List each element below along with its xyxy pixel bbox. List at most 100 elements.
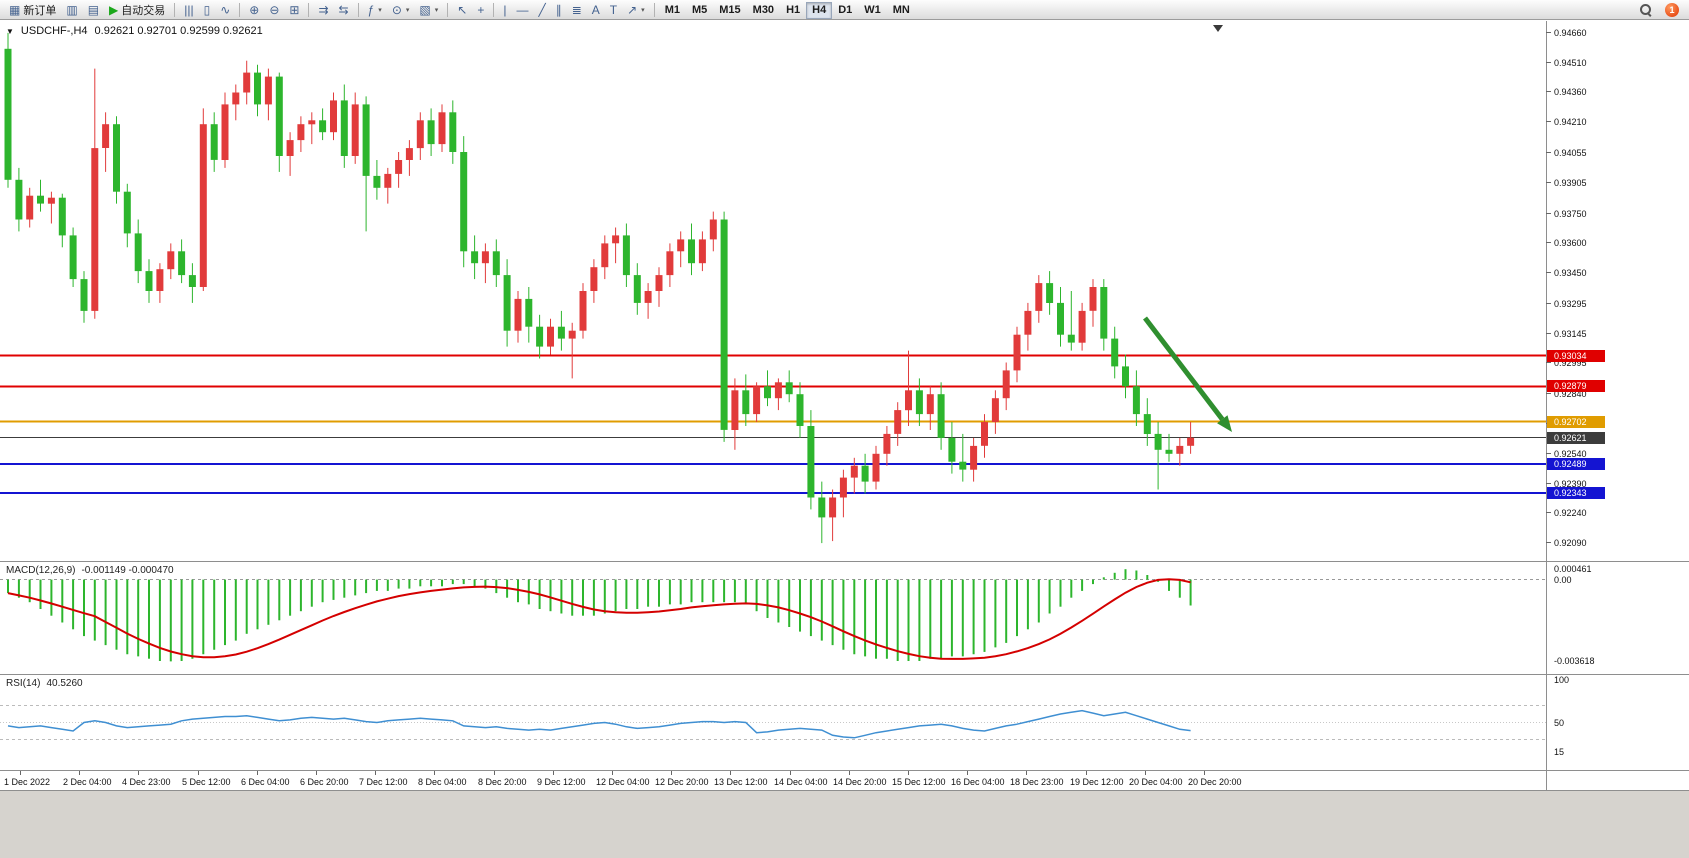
profiles-button[interactable]: ▤: [83, 1, 104, 18]
autotrading-button[interactable]: ▶ 自动交易: [104, 1, 170, 18]
macd-name: MACD(12,26,9): [6, 565, 76, 576]
timeframe-m15-button[interactable]: M15: [713, 2, 746, 19]
bar-chart-button[interactable]: |||: [179, 1, 198, 18]
text-button[interactable]: A: [587, 1, 605, 18]
cursor-button[interactable]: ↖: [452, 1, 472, 18]
search-button[interactable]: [1634, 1, 1657, 18]
periods-icon: ⊙: [391, 2, 402, 17]
price-tick: 0.94510: [1546, 58, 1587, 68]
price-level-tag: 0.93034: [1547, 350, 1605, 362]
time-label: 20 Dec 20:00: [1188, 777, 1242, 787]
zoom-out-icon: ⊖: [269, 2, 280, 17]
time-label: 8 Dec 20:00: [478, 777, 527, 787]
time-tick: [494, 771, 495, 775]
time-scale[interactable]: 1 Dec 2022 2 Dec 04:00 4 Dec 23:00 5 Dec 12…: [0, 771, 1689, 790]
chart-window-icon: ▥: [66, 2, 78, 17]
timeframe-m1-button[interactable]: M1: [659, 2, 686, 19]
auto-scroll-button[interactable]: ⇉: [313, 1, 333, 18]
tile-windows-button[interactable]: ⊞: [284, 1, 304, 18]
horizontal-line-button[interactable]: —: [511, 1, 533, 18]
text-label-icon: T: [609, 2, 618, 17]
new-order-button[interactable]: ▦ 新订单: [4, 1, 61, 18]
toolbar-buttons: ▦ 新订单 ▥ ▤ ▶ 自动交易 ||| ▯ ∿ ⊕ ⊖ ⊞ ⇉ ⇆ ƒ ▾ ⊙ ▾ ▧ ▾ ↖ + | — ╱ ∥ ≣ A T ↗ ▾ M1…: [4, 0, 916, 19]
rsi-panel-divider[interactable]: [0, 674, 1689, 675]
price-tick: 0.93750: [1546, 209, 1587, 219]
zoom-in-icon: ⊕: [249, 2, 260, 17]
price-tick: 0.94660: [1546, 28, 1587, 38]
time-tick: [790, 771, 791, 775]
time-tick: [553, 771, 554, 775]
zoom-in-button[interactable]: ⊕: [244, 1, 264, 18]
time-tick: [612, 771, 613, 775]
timeframe-mn-button[interactable]: MN: [887, 2, 916, 19]
chart-shift-button[interactable]: ⇆: [334, 1, 354, 18]
time-tick: [1086, 771, 1087, 775]
timeframe-m5-button-label: M5: [691, 4, 708, 17]
timeframe-m30-button-label: M30: [752, 4, 775, 17]
text-icon: A: [591, 2, 600, 17]
scroll-group: ⇉ ⇆: [313, 1, 353, 19]
bar-chart-icon: |||: [184, 2, 194, 17]
trendline-button[interactable]: ╱: [533, 1, 550, 18]
time-label: 6 Dec 20:00: [300, 777, 349, 787]
periods-button[interactable]: ⊙ ▾: [387, 1, 415, 18]
time-tick: [1145, 771, 1146, 775]
time-label: 12 Dec 04:00: [596, 777, 650, 787]
timeframe-w1-button-label: W1: [864, 4, 881, 17]
fibonacci-button[interactable]: ≣: [567, 1, 587, 18]
time-tick: [849, 771, 850, 775]
dropdown-arrow-icon: ▾: [641, 6, 645, 14]
macd-scale-label: 0.000461: [1554, 564, 1592, 574]
dropdown-arrow-icon: ▾: [378, 6, 382, 14]
timeframe-h4-button-label: H4: [812, 4, 827, 17]
rsi-scale-label: 100: [1554, 675, 1570, 685]
chart-type-group: ||| ▯ ∿: [179, 1, 235, 19]
time-label: 14 Dec 20:00: [833, 777, 887, 787]
timeframe-d1-button[interactable]: D1: [832, 2, 858, 19]
current-price-tag: 0.92621: [1547, 432, 1605, 444]
text-label-button[interactable]: T: [605, 1, 622, 18]
crosshair-button[interactable]: +: [472, 1, 489, 18]
time-label: 4 Dec 23:00: [122, 777, 171, 787]
macd-values: -0.001149 -0.000470: [81, 565, 174, 576]
macd-panel-divider[interactable]: [0, 561, 1689, 562]
timeframe-m15-button-label: M15: [719, 4, 741, 17]
price-tick: 0.93145: [1546, 329, 1587, 339]
macd-panel[interactable]: [0, 562, 1546, 674]
chart-menu-icon[interactable]: ▼: [6, 26, 14, 36]
window-background: [0, 791, 1689, 858]
timeframe-h4-button[interactable]: H4: [806, 1, 833, 19]
line-chart-button[interactable]: ∿: [215, 1, 235, 18]
time-tick: [257, 771, 258, 775]
time-label: 15 Dec 12:00: [892, 777, 946, 787]
indicators-button[interactable]: ƒ ▾: [363, 1, 387, 18]
auto-scroll-icon: ⇉: [318, 2, 329, 17]
notification-badge[interactable]: 1: [1665, 2, 1679, 17]
templates-icon: ▧: [419, 2, 431, 17]
time-label: 9 Dec 12:00: [537, 777, 586, 787]
symbol-label: USDCHF-,H4: [20, 25, 88, 37]
indicators-icon: ƒ: [367, 2, 375, 17]
timeframe-mn-button-label: MN: [892, 4, 910, 17]
candlestick-chart[interactable]: [0, 21, 1546, 561]
templates-button[interactable]: ▧ ▾: [414, 1, 443, 18]
price-scale[interactable]: 0.94660 0.94510 0.94360 0.94210 0.94055 0.939…: [1546, 21, 1689, 790]
time-label: 16 Dec 04:00: [951, 777, 1005, 787]
rsi-panel[interactable]: [0, 675, 1546, 770]
vertical-line-icon: |: [503, 2, 507, 17]
price-level-tag: 0.92489: [1547, 458, 1605, 470]
zoom-out-button[interactable]: ⊖: [264, 1, 284, 18]
timeframe-m30-button[interactable]: M30: [747, 2, 780, 19]
chart-window-button[interactable]: ▥: [61, 1, 82, 18]
toolbar-separator: [653, 2, 655, 17]
candlestick-chart-button[interactable]: ▯: [199, 1, 216, 18]
timeframe-h1-button[interactable]: H1: [780, 2, 806, 19]
price-level-tag: 0.92879: [1547, 380, 1605, 392]
toolbar-separator: [174, 2, 176, 17]
timeframe-m5-button[interactable]: M5: [686, 2, 713, 19]
arrows-button[interactable]: ↗ ▾: [622, 1, 650, 18]
vertical-line-button[interactable]: |: [498, 1, 511, 18]
channel-button[interactable]: ∥: [551, 1, 567, 18]
price-tick: 0.92995: [1546, 358, 1587, 368]
timeframe-w1-button[interactable]: W1: [858, 2, 887, 19]
